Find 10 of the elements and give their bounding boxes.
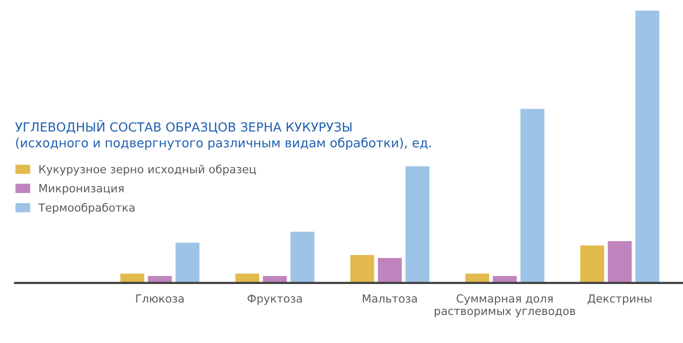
x-tick-label: Глюкоза [136,294,184,303]
legend-label: Микронизация [39,184,124,195]
text: (исходного и подвергнутого различным видам обработки), ед. [16,138,431,150]
x-tick-label: Суммарная доля растворимых углеводов [434,294,576,318]
legend-label: Термообработка [38,202,134,214]
x-tick-label: Декстрины [588,294,652,305]
x-tick-label: Мальтоза [362,294,417,303]
text: УГЛЕВОДНЫЙ СОСТАВ ОБРАЗЦОВ ЗЕРНА КУКУРУЗЫ [15,120,352,134]
legend-label: Кукурузное зерно исходный образец [39,164,256,176]
x-tick-label: Фруктоза [248,294,302,305]
